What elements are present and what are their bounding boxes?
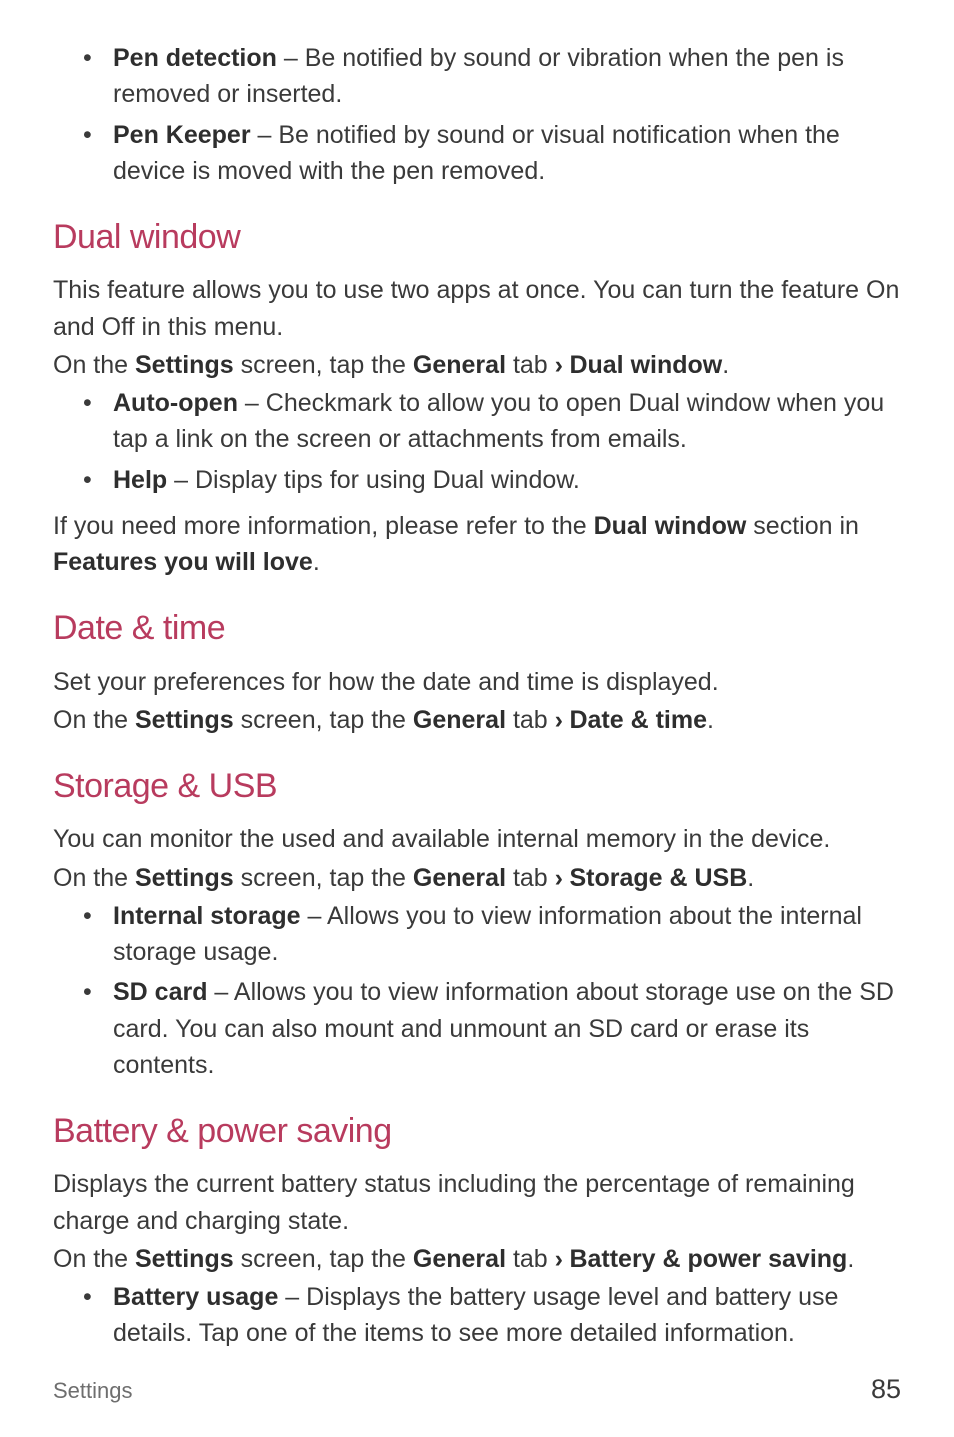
list-item: Pen Keeper – Be notified by sound or vis… <box>53 117 901 190</box>
nav-text: screen, tap the <box>234 351 413 379</box>
nav-general: General <box>413 864 506 892</box>
term-help: Help <box>113 466 167 494</box>
nav-settings: Settings <box>135 864 234 892</box>
list-item: Auto-open – Checkmark to allow you to op… <box>53 385 901 458</box>
note-ref-dual-window: Dual window <box>594 512 747 540</box>
nav-dual-window: On the Settings screen, tap the General … <box>53 347 901 383</box>
chevron-right-icon: › <box>555 706 563 734</box>
heading-dual-window: Dual window <box>53 213 901 262</box>
term-sd-card: SD card <box>113 978 207 1006</box>
note-text: If you need more information, please ref… <box>53 512 594 540</box>
nav-text: screen, tap the <box>234 864 413 892</box>
nav-target: Battery & power saving <box>563 1245 848 1273</box>
nav-target: Dual window <box>563 351 723 379</box>
nav-text: . <box>747 864 754 892</box>
nav-text: . <box>847 1245 854 1273</box>
battery-bullet-list: Battery usage – Displays the battery usa… <box>53 1279 901 1352</box>
nav-target: Date & time <box>563 706 707 734</box>
note-dual-window: If you need more information, please ref… <box>53 508 901 581</box>
nav-settings: Settings <box>135 706 234 734</box>
term-battery-usage: Battery usage <box>113 1283 278 1311</box>
nav-settings: Settings <box>135 351 234 379</box>
nav-general: General <box>413 351 506 379</box>
heading-storage-usb: Storage & USB <box>53 762 901 811</box>
term-internal-storage: Internal storage <box>113 902 301 930</box>
intro-storage-usb: You can monitor the used and available i… <box>53 821 901 857</box>
pen-bullet-list: Pen detection – Be notified by sound or … <box>53 40 901 189</box>
heading-battery: Battery & power saving <box>53 1107 901 1156</box>
nav-text: tab <box>506 706 555 734</box>
list-item: Help – Display tips for using Dual windo… <box>53 462 901 498</box>
term-pen-detection: Pen detection <box>113 44 277 72</box>
intro-battery: Displays the current battery status incl… <box>53 1166 901 1239</box>
intro-date-time: Set your preferences for how the date an… <box>53 664 901 700</box>
nav-date-time: On the Settings screen, tap the General … <box>53 702 901 738</box>
nav-battery: On the Settings screen, tap the General … <box>53 1241 901 1277</box>
nav-text: On the <box>53 864 135 892</box>
nav-general: General <box>413 1245 506 1273</box>
chevron-right-icon: › <box>555 351 563 379</box>
nav-text: On the <box>53 706 135 734</box>
nav-text: On the <box>53 1245 135 1273</box>
note-text: . <box>313 548 320 576</box>
list-item: Battery usage – Displays the battery usa… <box>53 1279 901 1352</box>
nav-text: tab <box>506 864 555 892</box>
storage-bullet-list: Internal storage – Allows you to view in… <box>53 898 901 1083</box>
nav-text: . <box>707 706 714 734</box>
term-auto-open: Auto-open <box>113 389 238 417</box>
nav-text: . <box>722 351 729 379</box>
chevron-right-icon: › <box>555 1245 563 1273</box>
nav-general: General <box>413 706 506 734</box>
heading-date-time: Date & time <box>53 604 901 653</box>
list-item: Pen detection – Be notified by sound or … <box>53 40 901 113</box>
list-item: Internal storage – Allows you to view in… <box>53 898 901 971</box>
nav-text: screen, tap the <box>234 706 413 734</box>
nav-text: screen, tap the <box>234 1245 413 1273</box>
nav-text: tab <box>506 1245 555 1273</box>
nav-settings: Settings <box>135 1245 234 1273</box>
nav-target: Storage & USB <box>563 864 748 892</box>
page-footer: Settings 85 <box>53 1370 901 1409</box>
intro-dual-window: This feature allows you to use two apps … <box>53 272 901 345</box>
chevron-right-icon: › <box>555 864 563 892</box>
desc-help: – Display tips for using Dual window. <box>167 466 580 494</box>
note-ref-features: Features you will love <box>53 548 313 576</box>
nav-storage-usb: On the Settings screen, tap the General … <box>53 860 901 896</box>
footer-section-label: Settings <box>53 1375 133 1407</box>
dual-window-bullet-list: Auto-open – Checkmark to allow you to op… <box>53 385 901 498</box>
nav-text: On the <box>53 351 135 379</box>
footer-page-number: 85 <box>871 1370 901 1409</box>
nav-text: tab <box>506 351 555 379</box>
term-pen-keeper: Pen Keeper <box>113 121 251 149</box>
desc-sd-card: – Allows you to view information about s… <box>113 978 894 1079</box>
list-item: SD card – Allows you to view information… <box>53 974 901 1083</box>
note-text: section in <box>746 512 859 540</box>
